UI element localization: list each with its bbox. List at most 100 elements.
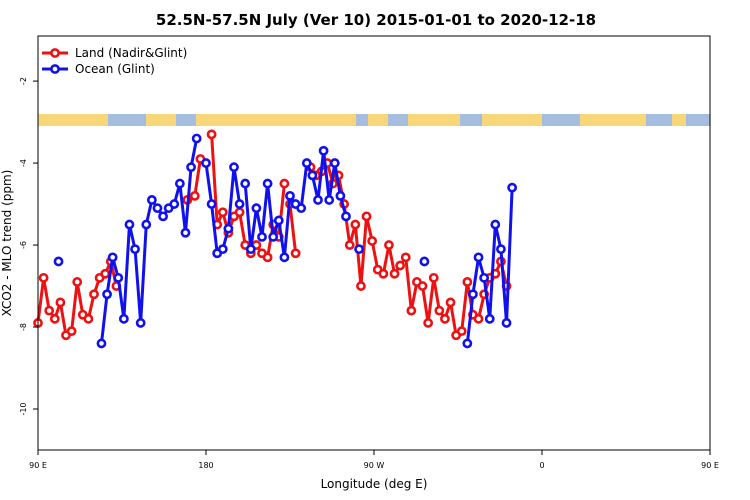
data-point [141, 219, 152, 230]
data-point [501, 318, 512, 328]
data-point [152, 203, 163, 214]
legend: Land (Nadir&Glint) Ocean (Glint) [42, 46, 187, 76]
data-point [206, 129, 217, 140]
data-point [53, 256, 64, 267]
data-point [102, 289, 112, 300]
data-point [285, 190, 295, 201]
data-point [350, 219, 361, 230]
land-strip-segment [408, 114, 460, 126]
data-point [324, 195, 335, 205]
data-point [462, 277, 473, 287]
data-point [313, 195, 323, 205]
x-tick-label: 0 [539, 461, 544, 470]
data-point [307, 170, 318, 181]
data-point [406, 305, 417, 316]
data-point [189, 190, 200, 201]
data-point [234, 207, 245, 218]
data-point [367, 236, 378, 246]
data-point [434, 305, 445, 316]
land-strip-segment [196, 114, 356, 126]
data-point [257, 231, 267, 242]
data-point [329, 158, 340, 168]
data-point [279, 252, 290, 263]
data-point [72, 277, 83, 287]
land-ocean-strip [38, 114, 710, 126]
data-point [400, 252, 411, 263]
x-tick-label: 90 E [701, 461, 719, 470]
data-point [96, 338, 107, 349]
data-point [206, 199, 217, 209]
data-point [445, 297, 456, 308]
series-ocean [53, 133, 518, 349]
y-tick-label: -8 [19, 323, 28, 331]
y-tick-label: -2 [19, 77, 28, 85]
y-tick-label: -4 [19, 159, 28, 167]
data-point [186, 162, 196, 173]
data-point [262, 252, 273, 263]
data-point [217, 244, 228, 255]
data-point [229, 162, 239, 173]
land-strip-segment [368, 114, 388, 126]
data-point [344, 240, 355, 250]
data-point [389, 268, 400, 279]
data-point [83, 313, 94, 324]
data-point [473, 252, 484, 263]
data-point [130, 244, 140, 255]
data-point [428, 272, 439, 283]
x-axis-label: Longitude (deg E) [321, 477, 428, 491]
data-point [89, 289, 99, 300]
data-point [341, 211, 351, 222]
data-point [417, 281, 428, 291]
data-point [468, 289, 478, 300]
data-point [251, 203, 262, 214]
data-point [279, 178, 290, 189]
y-axis-label: XCO2 - MLO trend (ppm) [0, 170, 14, 317]
land-strip-segment [146, 114, 176, 126]
data-point [234, 199, 245, 209]
series-line [99, 138, 199, 344]
series-line [288, 203, 298, 254]
data-point [158, 211, 168, 222]
data-point [301, 158, 312, 168]
data-point [268, 231, 279, 242]
x-tick-label: 90 E [29, 461, 47, 470]
data-point [361, 211, 372, 222]
data-point [49, 313, 60, 324]
data-point [496, 244, 506, 255]
data-point [66, 326, 77, 337]
data-point [395, 260, 406, 271]
data-point [484, 313, 495, 324]
data-point [191, 133, 202, 144]
data-point [456, 326, 467, 337]
legend-land-marker [50, 48, 60, 58]
x-tick-label: 90 W [364, 461, 385, 470]
data-point [169, 199, 180, 209]
data-point [107, 252, 118, 263]
x-tick-label: 180 [198, 461, 213, 470]
data-point [440, 313, 450, 324]
legend-ocean-label: Ocean (Glint) [75, 62, 155, 76]
land-strip-segment [482, 114, 542, 126]
land-strip-segment [672, 114, 686, 126]
data-point [240, 178, 251, 189]
data-point [262, 178, 273, 189]
legend-land-label: Land (Nadir&Glint) [75, 46, 187, 60]
data-point [273, 215, 284, 226]
data-point [38, 272, 49, 283]
land-strip-segment [38, 114, 108, 126]
data-point [356, 281, 366, 291]
land-strip-segment [580, 114, 646, 126]
data-point [135, 318, 146, 328]
data-point [423, 318, 434, 328]
data-point [335, 190, 346, 201]
data-point [113, 272, 124, 283]
data-point [100, 268, 111, 279]
data-point [290, 248, 301, 259]
data-point [201, 158, 211, 168]
data-point [146, 195, 157, 205]
data-point [490, 219, 501, 230]
data-point [245, 244, 256, 255]
data-point [419, 256, 430, 267]
data-point [479, 272, 490, 283]
